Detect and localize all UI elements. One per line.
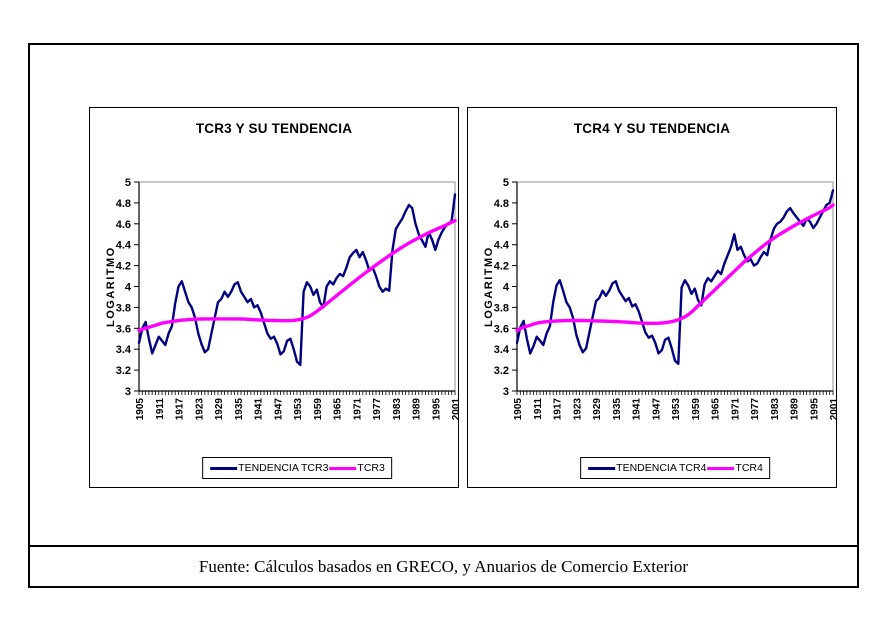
x-tick-label: 1947 [651, 398, 662, 421]
x-tick-label: 1905 [513, 398, 524, 421]
chart-title-tcr3: TCR3 Y SU TENDENCIA [195, 121, 353, 136]
legend-line-tendencia-tcr4 [588, 466, 616, 470]
series-tendencia-tcr4 [515, 189, 835, 366]
x-tick-label: 1989 [790, 398, 801, 421]
y-tick-label: 3.8 [494, 302, 509, 314]
y-tick-label: 3.2 [116, 365, 131, 377]
x-tick-label: 1989 [412, 398, 423, 421]
legend-line-tendencia-tcr3 [210, 466, 238, 470]
y-tick-label: 3.6 [494, 323, 509, 335]
x-tick-label: 1941 [254, 398, 265, 421]
x-tick-label: 1947 [273, 398, 284, 421]
x-tick-label: 1977 [750, 398, 761, 421]
y-tick-label: 4.8 [494, 198, 509, 210]
y-tick-label: 4.8 [116, 198, 131, 210]
x-tick-label: 1965 [333, 398, 344, 421]
y-tick-label: 3 [503, 386, 509, 398]
plot-svg-tcr3: 3 3.2 3.4 3.6 3.8 4 4.2 4.4 4.6 4.8 5 1905 1911 1917 1… [116, 177, 462, 421]
y-tick-label: 4.2 [494, 261, 509, 273]
x-tick-label: 1959 [313, 398, 324, 421]
source-caption: Fuente: Cálculos basados en GRECO, y Anu… [30, 545, 857, 586]
y-tick-label: 3.8 [116, 302, 131, 314]
series-tendencia-tcr3 [137, 193, 457, 367]
x-tick-label: 1983 [392, 398, 403, 421]
y-tick-label: 4 [503, 282, 510, 294]
x-tick-label: 1923 [572, 398, 583, 421]
y-tick-label: 5 [503, 177, 509, 189]
x-tick-label: 1995 [809, 398, 820, 421]
legend-label-tcr3: TCR3 [357, 462, 385, 474]
x-tick-label: 1971 [352, 398, 363, 421]
x-tick-label: 1905 [135, 398, 146, 421]
x-tick-label: 1911 [533, 398, 544, 420]
chart-tcr4: TCR4 Y SU TENDENCIA LOGARITMO 3 3.2 3.4 3.6… [467, 107, 840, 488]
legend-line-tcr3 [329, 466, 357, 470]
x-tick-label: 1935 [612, 398, 623, 421]
x-tick-label: 1917 [553, 398, 564, 421]
y-tick-label: 4.4 [116, 240, 132, 252]
series-tcr3 [137, 218, 457, 333]
y-tick-label: 3 [125, 386, 131, 398]
x-tick-label: 1941 [632, 398, 643, 421]
chart-tcr3: TCR3 Y SU TENDENCIA LOGARITMO 3 3.2 3.4 3.6… [89, 107, 462, 488]
x-tick-label: 1923 [194, 398, 205, 421]
y-tick-label: 3.6 [116, 323, 131, 335]
legend-tcr3: TENDENCIA TCR3 TCR3 [202, 457, 392, 479]
x-tick-label: 2001 [451, 398, 462, 421]
y-tick-label: 4 [125, 282, 132, 294]
plot-svg-tcr4: 3 3.2 3.4 3.6 3.8 4 4.2 4.4 4.6 4.8 5 1905 1911 1917 1… [494, 177, 840, 421]
chart-title-tcr4: TCR4 Y SU TENDENCIA [573, 121, 731, 136]
legend-label-tendencia-tcr3: TENDENCIA TCR3 [238, 462, 329, 474]
legend-line-tcr4 [707, 466, 735, 470]
x-tick-label: 1971 [730, 398, 741, 421]
x-tick-label: 1959 [691, 398, 702, 421]
y-tick-label: 4.4 [494, 240, 510, 252]
x-tick-label: 2001 [829, 398, 840, 421]
series-tcr4 [515, 203, 835, 333]
legend-tcr4: TENDENCIA TCR4 TCR4 [580, 457, 770, 479]
x-tick-label: 1953 [293, 398, 304, 421]
y-tick-label: 3.2 [494, 365, 509, 377]
x-tick-label: 1953 [671, 398, 682, 421]
y-tick-label: 3.4 [494, 344, 510, 356]
x-tick-label: 1929 [214, 398, 225, 421]
x-tick-label: 1995 [431, 398, 442, 421]
y-tick-label: 4.6 [116, 219, 131, 231]
legend-label-tendencia-tcr4: TENDENCIA TCR4 [616, 462, 707, 474]
y-tick-label: 4.2 [116, 261, 131, 273]
legend-label-tcr4: TCR4 [735, 462, 763, 474]
x-tick-label: 1911 [155, 398, 166, 420]
x-tick-label: 1935 [234, 398, 245, 421]
x-tick-label: 1929 [592, 398, 603, 421]
x-tick-label: 1965 [711, 398, 722, 421]
figure-frame: TCR3 Y SU TENDENCIA LOGARITMO 3 3.2 3.4 3.6… [28, 43, 859, 588]
y-tick-label: 5 [125, 177, 131, 189]
x-tick-label: 1983 [770, 398, 781, 421]
x-tick-label: 1977 [372, 398, 383, 421]
y-tick-label: 3.4 [116, 344, 132, 356]
x-tick-label: 1917 [175, 398, 186, 421]
y-tick-label: 4.6 [494, 219, 509, 231]
